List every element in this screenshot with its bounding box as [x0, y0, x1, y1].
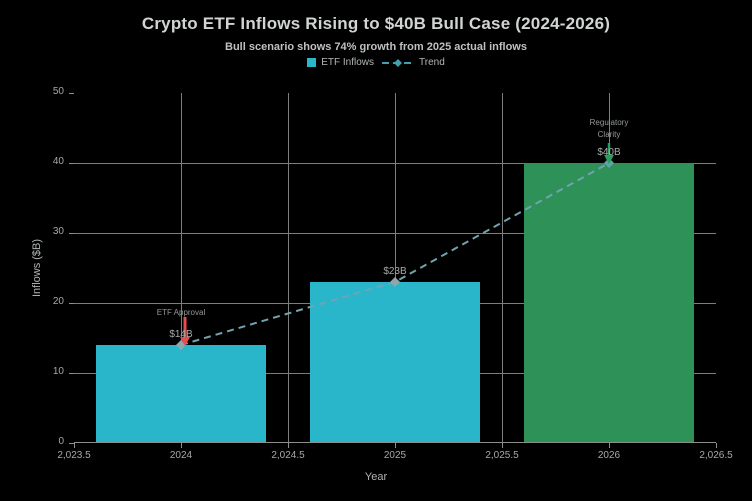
y-tick-label-50: 50	[52, 86, 64, 97]
trend-overlay	[176, 143, 614, 350]
y-tick-label-30: 30	[52, 226, 64, 237]
y-tick-label-40: 40	[52, 156, 64, 167]
legend-item-trend[interactable]: Trend	[382, 57, 445, 68]
legend-label-etf-inflows: ETF Inflows	[321, 57, 375, 68]
x-tick-mark	[395, 443, 396, 448]
bar-2026	[524, 163, 694, 443]
x-tick-mark	[502, 443, 503, 448]
y-tick-label-20: 20	[52, 296, 64, 307]
bar-value-2025: $23B	[383, 266, 407, 277]
x-tick-mark	[716, 443, 717, 448]
y-axis-title: Inflows ($B)	[31, 238, 43, 298]
plot-area: $14B $23B $40B ETF Approval Regulatory C…	[74, 93, 716, 443]
x-tick-mark	[288, 443, 289, 448]
gridline-v-2025	[395, 93, 396, 443]
x-tick-label-2025: 2025	[383, 450, 407, 461]
chart-title: Crypto ETF Inflows Rising to $40B Bull C…	[141, 14, 611, 33]
y-tick-mark	[69, 93, 74, 94]
y-tick-mark	[69, 233, 74, 234]
gridline-v-2024	[181, 93, 182, 443]
chart-subtitle: Bull scenario shows 74% growth from 2025…	[225, 41, 527, 53]
regulatory-clarity-arrowhead-icon	[604, 155, 614, 164]
x-tick-label-2024-5: 2,024.5	[271, 450, 305, 461]
legend-item-etf-inflows[interactable]: ETF Inflows	[307, 57, 374, 68]
bar-value-2026: $40B	[597, 147, 621, 158]
x-tick-mark	[609, 443, 610, 448]
x-axis-line	[74, 442, 716, 443]
x-axis-title: Year	[364, 471, 388, 483]
x-tick-label-2023-5: 2,023.5	[57, 450, 91, 461]
y-tick-mark	[69, 163, 74, 164]
legend-label-trend: Trend	[419, 57, 445, 68]
etf-approval-arrowhead-icon	[180, 337, 190, 346]
x-tick-label-2025-5: 2,025.5	[485, 450, 519, 461]
gridline-v-2025-5	[502, 93, 503, 443]
x-tick-label-2024: 2024	[169, 450, 193, 461]
annotation-regulatory-clarity: Regulatory Clarity	[589, 118, 629, 139]
x-tick-label-2026: 2026	[597, 450, 621, 461]
y-tick-mark	[69, 373, 74, 374]
trend-line	[180, 162, 610, 346]
x-tick-label-2026-5: 2,026.5	[699, 450, 733, 461]
legend: ETF Inflows Trend	[0, 57, 752, 68]
bar-2025	[310, 282, 480, 443]
y-tick-mark	[69, 443, 74, 444]
y-tick-label-0: 0	[58, 436, 64, 447]
trend-marker-2025	[390, 277, 400, 287]
gridline-v-2024-5	[288, 93, 289, 443]
annotation-etf-approval: ETF Approval	[156, 308, 206, 317]
etf-inflows-swatch-icon	[307, 58, 317, 67]
bar-value-2024: $14B	[169, 329, 193, 340]
y-tick-mark	[69, 303, 74, 304]
x-tick-mark	[74, 443, 75, 448]
x-tick-mark	[181, 443, 182, 448]
y-tick-label-10: 10	[52, 366, 64, 377]
trend-line-icon	[382, 58, 415, 67]
bar-2024	[96, 345, 266, 443]
